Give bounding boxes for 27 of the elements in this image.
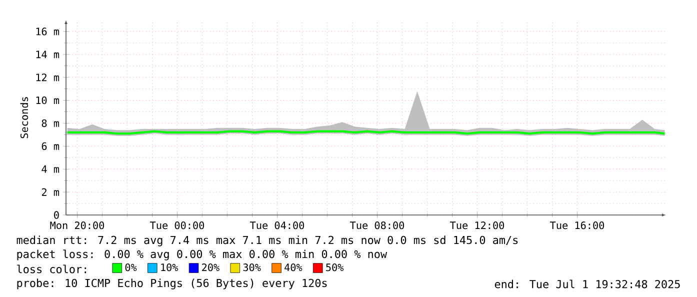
x-tick-label: Tue 08:00 <box>350 221 404 230</box>
x-tick-label: Tue 00:00 <box>150 221 204 230</box>
legend-label: 30% <box>243 263 261 272</box>
x-tick-label: Mon 20:00 <box>50 221 104 230</box>
text: loss color: <box>17 264 86 274</box>
legend-label: 50% <box>326 263 344 272</box>
legend-label: 0% <box>125 263 137 272</box>
y-tick-label: 10 m <box>36 96 60 104</box>
y-tick-label: 0 <box>54 211 59 219</box>
x-tick-label: Tue 16:00 <box>550 221 604 230</box>
y-tick-label: 12 m <box>36 74 60 82</box>
y-tick-label: 8 m <box>42 119 60 128</box>
legend-label: 20% <box>202 263 220 272</box>
y-tick-label: 2 m <box>42 188 60 196</box>
legend-label: 40% <box>284 263 302 272</box>
y-tick-label: 16 m <box>36 28 60 36</box>
text: median rtt: 7.2 ms avg 7.4 ms max 7.1 ms min 7.2 ms now 0.0 ms sd 145.0 am/s <box>16 236 518 246</box>
x-tick-label: Tue 04:00 <box>250 221 304 230</box>
text: end: Tue Jul 1 19:32:48 2025 <box>494 280 680 288</box>
legend-label: 10% <box>161 263 178 272</box>
y-tick-label: 6 m <box>42 142 60 150</box>
y-tick-label: 4 m <box>42 165 60 173</box>
y-tick-label: 14 m <box>36 50 60 58</box>
x-tick-label: Tue 12:00 <box>450 221 504 230</box>
text: probe: 10 ICMP Echo Pings (56 Bytes) every 120s <box>17 278 327 290</box>
y-axis-title: Seconds <box>20 97 28 138</box>
text: packet loss: 0.00 % avg 0.00 % max 0.00 % min 0.00 % now <box>17 250 388 260</box>
